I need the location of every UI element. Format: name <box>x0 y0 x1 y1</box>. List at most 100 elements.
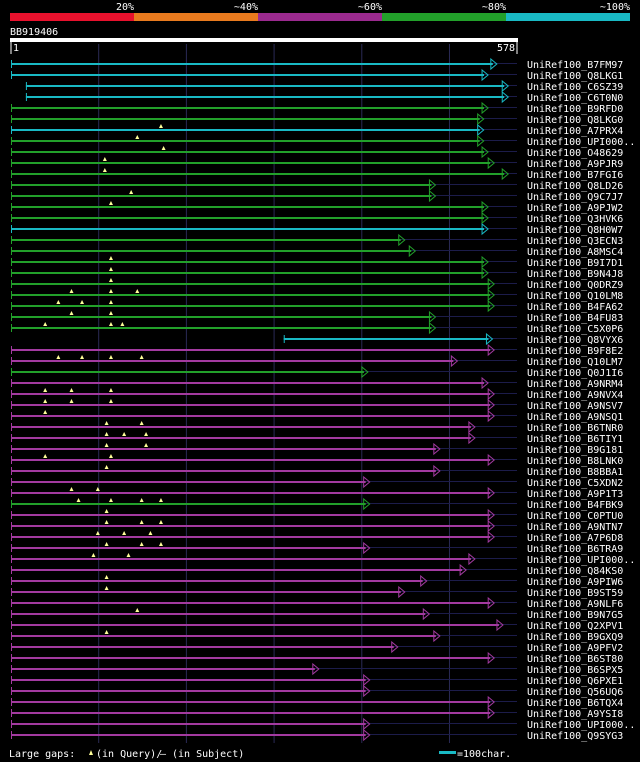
hit-row[interactable]: UniRef100_B9I7D1 <box>11 255 623 269</box>
hit-label[interactable]: UniRef100_UPI000.. <box>527 555 635 566</box>
hit-label[interactable]: UniRef100_B4FU83 <box>527 313 623 324</box>
hit-bar[interactable] <box>11 393 491 395</box>
hit-row[interactable]: UniRef100_B9N4J8 <box>11 266 623 280</box>
hit-row[interactable]: UniRef100_Q9C7J7 <box>11 189 623 203</box>
hit-row[interactable]: UniRef100_A9PIW6 <box>11 574 623 588</box>
hit-row[interactable]: UniRef100_B6TRA9 <box>11 541 623 555</box>
hit-row[interactable]: UniRef100_Q8LKG1 <box>11 68 623 82</box>
hit-row[interactable]: UniRef100_A9YSI8 <box>11 706 623 720</box>
hit-label[interactable]: UniRef100_A9P1T3 <box>527 489 623 500</box>
hit-bar[interactable] <box>11 558 471 560</box>
hit-row[interactable]: UniRef100_Q10LM8 <box>11 288 623 302</box>
hit-row[interactable]: UniRef100_UPI000.. <box>11 717 635 731</box>
hit-bar[interactable] <box>283 338 489 340</box>
hit-label[interactable]: UniRef100_A7P6D8 <box>527 533 623 544</box>
hit-label[interactable]: UniRef100_Q3ECN3 <box>527 236 623 247</box>
hit-bar[interactable] <box>11 712 491 714</box>
hit-bar[interactable] <box>11 415 491 417</box>
hit-label[interactable]: UniRef100_B6SPX5 <box>527 665 623 676</box>
hit-row[interactable]: UniRef100_B6ST80 <box>11 651 623 665</box>
hit-label[interactable]: UniRef100_A7PRX4 <box>527 126 623 137</box>
hit-row[interactable]: UniRef100_Q8VYX6 <box>283 332 624 346</box>
hit-row[interactable]: UniRef100_A9NVX4 <box>11 387 623 401</box>
hit-label[interactable]: UniRef100_B4FA62 <box>527 302 623 313</box>
hit-bar[interactable] <box>11 305 491 307</box>
hit-bar[interactable] <box>11 723 366 725</box>
hit-row[interactable]: UniRef100_B7FM97 <box>11 57 623 71</box>
hit-label[interactable]: UniRef100_A8MSC4 <box>527 247 623 258</box>
hit-label[interactable]: UniRef100_B7FM97 <box>527 60 623 71</box>
hit-row[interactable]: UniRef100_Q9SYG3 <box>11 728 623 742</box>
hit-row[interactable]: UniRef100_B4FU83 <box>11 310 623 324</box>
hit-label[interactable]: UniRef100_B9I7D1 <box>527 258 623 269</box>
hit-label[interactable]: UniRef100_C0PTU0 <box>527 511 623 522</box>
hit-label[interactable]: UniRef100_UPI000.. <box>527 720 635 731</box>
hit-bar[interactable] <box>11 129 480 131</box>
hit-row[interactable]: UniRef100_B6SPX5 <box>11 662 623 676</box>
hit-bar[interactable] <box>11 459 491 461</box>
hit-row[interactable]: UniRef100_A7PRX4 <box>11 123 623 137</box>
hit-row[interactable]: UniRef100_C6SZ39 <box>25 79 623 93</box>
hit-bar[interactable] <box>11 646 394 648</box>
hit-row[interactable]: UniRef100_Q3ECN3 <box>11 233 623 247</box>
hit-label[interactable]: UniRef100_Q56UQ6 <box>527 687 623 698</box>
hit-row[interactable]: UniRef100_O48629 <box>11 145 623 159</box>
hit-label[interactable]: UniRef100_Q8LD26 <box>527 181 623 192</box>
hit-bar[interactable] <box>11 569 463 571</box>
hit-label[interactable]: UniRef100_A9NVX4 <box>527 390 623 401</box>
hit-label[interactable]: UniRef100_Q8LKG0 <box>527 115 623 126</box>
hit-label[interactable]: UniRef100_A9NLF6 <box>527 599 623 610</box>
hit-row[interactable]: UniRef100_B8LNK0 <box>11 453 623 467</box>
hit-bar[interactable] <box>11 624 499 626</box>
hit-bar[interactable] <box>11 107 485 109</box>
hit-row[interactable]: UniRef100_B6TQX4 <box>11 695 623 709</box>
hit-label[interactable]: UniRef100_A9YSI8 <box>527 709 623 720</box>
hit-label[interactable]: UniRef100_C6SZ39 <box>527 82 623 93</box>
hit-bar[interactable] <box>11 547 366 549</box>
hit-bar[interactable] <box>11 734 366 736</box>
hit-bar[interactable] <box>25 96 505 98</box>
hit-row[interactable]: UniRef100_A9PJR9 <box>11 156 623 170</box>
hit-bar[interactable] <box>11 514 491 516</box>
hit-label[interactable]: UniRef100_C5X0P6 <box>527 324 623 335</box>
hit-row[interactable]: UniRef100_UPI000.. <box>11 552 635 566</box>
hit-row[interactable]: UniRef100_C5XDN2 <box>11 475 623 489</box>
hit-row[interactable]: UniRef100_Q8LD26 <box>11 178 623 192</box>
hit-row[interactable]: UniRef100_B9F8E2 <box>11 343 623 357</box>
hit-row[interactable]: UniRef100_A9NRM4 <box>11 376 623 390</box>
hit-bar[interactable] <box>11 184 432 186</box>
hit-label[interactable]: UniRef100_B8BBA1 <box>527 467 623 478</box>
hit-bar[interactable] <box>11 470 436 472</box>
hit-label[interactable]: UniRef100_Q8H0W7 <box>527 225 623 236</box>
hit-row[interactable]: UniRef100_Q10LM7 <box>11 354 623 368</box>
hit-label[interactable]: UniRef100_Q10LM8 <box>527 291 623 302</box>
hit-bar[interactable] <box>11 679 366 681</box>
hit-label[interactable]: UniRef100_A9NSV7 <box>527 401 623 412</box>
hit-label[interactable]: UniRef100_B9N7G5 <box>527 610 623 621</box>
hit-row[interactable]: UniRef100_B9RFD0 <box>11 101 623 115</box>
hit-label[interactable]: UniRef100_Q10LM7 <box>527 357 623 368</box>
hit-label[interactable]: UniRef100_Q2XPV1 <box>527 621 623 632</box>
hit-bar[interactable] <box>11 294 491 296</box>
hit-row[interactable]: UniRef100_B9GXQ9 <box>11 629 623 643</box>
hit-label[interactable]: UniRef100_A9NSQ1 <box>527 412 623 423</box>
hit-row[interactable]: UniRef100_Q8H0W7 <box>11 222 623 236</box>
hit-label[interactable]: UniRef100_B9GXQ9 <box>527 632 623 643</box>
hit-bar[interactable] <box>11 701 491 703</box>
hit-label[interactable]: UniRef100_B9RFD0 <box>527 104 623 115</box>
hit-bar[interactable] <box>11 437 471 439</box>
hit-bar[interactable] <box>11 63 493 65</box>
hit-bar[interactable] <box>11 74 485 76</box>
hit-bar[interactable] <box>11 382 485 384</box>
hit-row[interactable]: UniRef100_Q0J1I6 <box>11 365 623 379</box>
hit-bar[interactable] <box>11 261 485 263</box>
hit-bar[interactable] <box>11 228 485 230</box>
hit-row[interactable]: UniRef100_Q0DRZ9 <box>11 277 623 291</box>
hit-label[interactable]: UniRef100_B6TRA9 <box>527 544 623 555</box>
hit-row[interactable]: UniRef100_Q6PXE1 <box>11 673 623 687</box>
hit-bar[interactable] <box>11 140 480 142</box>
hit-label[interactable]: UniRef100_Q8VYX6 <box>527 335 623 346</box>
hit-row[interactable]: UniRef100_B6TNR0 <box>11 420 623 434</box>
hit-row[interactable]: UniRef100_B9G181 <box>11 442 623 456</box>
hit-label[interactable]: UniRef100_Q9C7J7 <box>527 192 623 203</box>
